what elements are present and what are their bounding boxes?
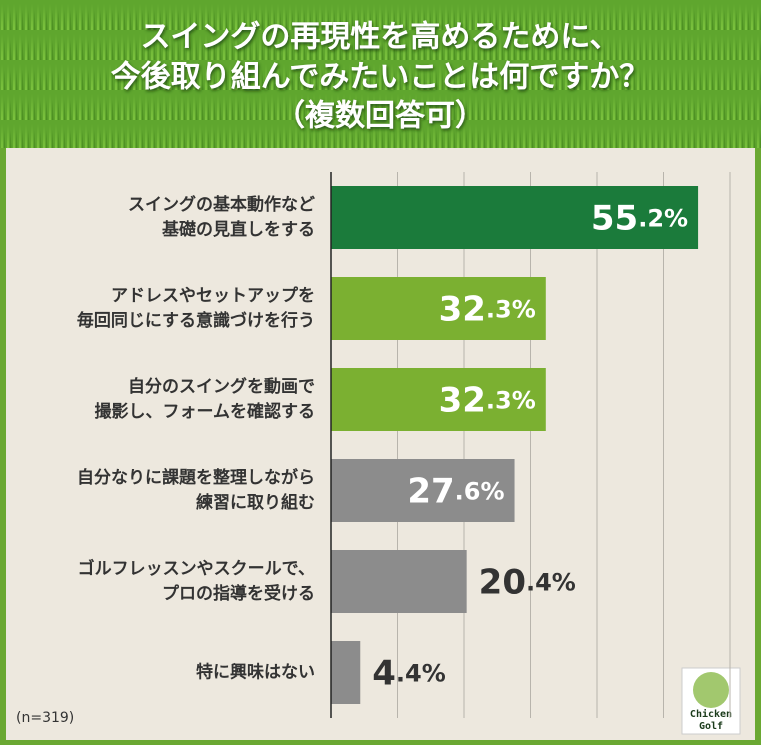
data-label: 32.3% [439, 380, 536, 420]
y-tick-label: 自分なりに課題を整理しながら [77, 467, 315, 488]
y-tick-label: 撮影し、フォームを確認する [95, 401, 316, 422]
y-tick-label: 特に興味はない [196, 662, 315, 683]
note: (n=319) [16, 710, 74, 726]
bar [331, 186, 699, 249]
data-label: 4.4% [372, 653, 446, 693]
data-label-part: .2% [638, 205, 688, 233]
chart-title: 今後取り組んでみたいことは何ですか？ [111, 60, 650, 95]
y-tick-label: スイングの基本動作など [128, 194, 315, 215]
bar [331, 641, 361, 704]
data-label-part: 32 [439, 380, 486, 420]
data-label-part: .3% [486, 387, 536, 415]
y-tick-label: 自分のスイングを動画で [128, 376, 315, 397]
logo-text: Chicken [690, 708, 732, 720]
logo: Chicken Golf [681, 667, 741, 735]
data-label: 27.6% [407, 471, 504, 511]
data-label-part: .4% [526, 569, 576, 597]
y-tick-label: 練習に取り組む [196, 492, 315, 513]
y-tick-label: 基礎の見直しをする [161, 219, 315, 240]
y-tick-label: ゴルフレッスンやスクールで、 [78, 558, 315, 579]
chart-title: スイングの再現性を高めるために、 [140, 20, 619, 55]
data-label: 32.3% [439, 289, 536, 329]
logo-text: Golf [699, 721, 723, 732]
data-label-part: 27 [407, 471, 454, 511]
chart-title: （複数回答可） [275, 99, 485, 134]
data-label-part: .6% [455, 478, 505, 506]
logo-icon [693, 672, 729, 708]
y-tick-label: プロの指導を受ける [162, 583, 315, 604]
bar [331, 550, 467, 613]
data-label-part: .4% [396, 660, 446, 688]
y-tick-label: アドレスやセットアップを [111, 285, 315, 306]
bar [331, 459, 515, 522]
data-label-part: 32 [439, 289, 486, 329]
data-label-part: 55 [591, 198, 638, 238]
data-label: 55.2% [591, 198, 688, 238]
bar [331, 277, 546, 340]
data-label-part: 4 [372, 653, 396, 693]
bar [331, 368, 546, 431]
header-bg [0, 0, 761, 148]
data-label-part: 20 [479, 562, 526, 602]
data-label: 20.4% [479, 562, 576, 602]
data-label-part: .3% [486, 296, 536, 324]
y-tick-label: 毎回同じにする意識づけを行う [77, 310, 315, 331]
